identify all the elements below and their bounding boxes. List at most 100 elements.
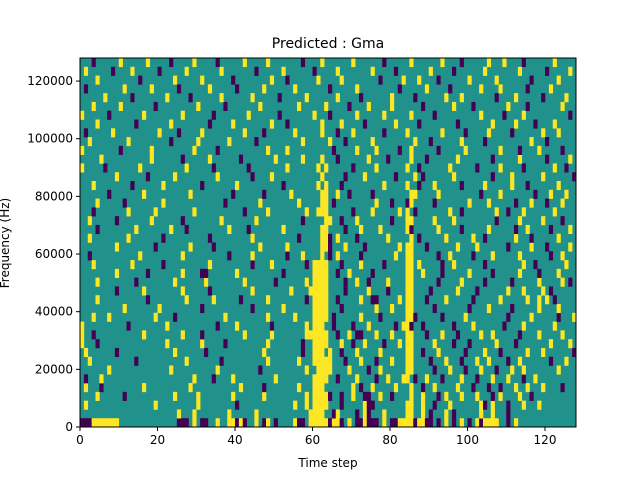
heatmap-cell <box>436 145 441 155</box>
heatmap-cell <box>413 137 418 147</box>
heatmap-cell <box>111 418 116 428</box>
heatmap-cell <box>486 383 492 393</box>
heatmap-cell <box>548 224 554 235</box>
heatmap-cell <box>502 58 507 68</box>
heatmap-cell <box>238 418 244 428</box>
heatmap-cell <box>142 110 147 120</box>
heatmap-cell <box>103 163 108 173</box>
heatmap-cell <box>467 339 472 349</box>
heatmap-cell <box>184 224 189 235</box>
heatmap-cell <box>413 374 418 384</box>
heatmap-cell <box>405 400 410 410</box>
heatmap-cell <box>316 75 321 85</box>
heatmap-cell <box>409 321 414 331</box>
heatmap-cell <box>428 137 433 147</box>
heatmap-cell <box>525 84 530 94</box>
heatmap-cell <box>386 374 391 384</box>
heatmap-cell <box>331 312 337 322</box>
heatmap-cell <box>211 110 216 120</box>
heatmap-cell <box>320 383 325 393</box>
heatmap-cell <box>545 295 550 305</box>
heatmap-cell <box>324 356 329 366</box>
heatmap-cell <box>475 418 480 428</box>
heatmap-cell <box>436 189 441 199</box>
heatmap-cell <box>316 181 321 191</box>
heatmap-cell <box>91 101 96 112</box>
heatmap-cell <box>219 66 224 76</box>
heatmap-cell <box>498 145 503 155</box>
heatmap-cell <box>95 75 100 85</box>
heatmap-cell <box>192 418 197 428</box>
heatmap-cell <box>192 58 197 68</box>
heatmap-cell <box>312 277 317 287</box>
heatmap-cell <box>320 154 325 164</box>
heatmap-cell <box>316 207 321 217</box>
heatmap-cell <box>490 251 495 261</box>
heatmap-cell <box>242 58 247 68</box>
heatmap-cell <box>320 400 325 410</box>
heatmap-cell <box>421 101 426 112</box>
heatmap-cell <box>304 391 309 401</box>
heatmap-cell <box>269 321 275 331</box>
heatmap-cell <box>312 409 317 419</box>
heatmap-cell <box>169 137 174 147</box>
heatmap-cell <box>475 286 480 296</box>
heatmap-cell <box>421 409 426 419</box>
heatmap-cell <box>207 119 213 129</box>
heatmap-cell <box>510 277 515 287</box>
heatmap-cell <box>409 145 414 155</box>
heatmap-cell <box>300 154 306 164</box>
heatmap-cell <box>486 128 492 138</box>
heatmap-cell <box>564 356 569 366</box>
heatmap-cell <box>405 304 410 314</box>
heatmap-cell <box>424 374 430 384</box>
heatmap-cell <box>413 312 418 322</box>
heatmap-cell <box>417 119 422 129</box>
heatmap-cell <box>498 383 503 393</box>
heatmap-cell <box>227 418 232 428</box>
x-axis-ticks: 0 20 40 60 80 100 120 <box>76 427 556 447</box>
heatmap-cell <box>320 304 325 314</box>
x-tick-label: 40 <box>227 433 242 447</box>
heatmap-cell <box>397 145 402 155</box>
heatmap-cell <box>409 383 414 393</box>
heatmap-cell <box>525 224 530 235</box>
heatmap-cell <box>390 356 395 366</box>
heatmap-cell <box>490 409 495 419</box>
heatmap-cell <box>316 383 321 393</box>
heatmap-cell <box>328 347 333 358</box>
heatmap-cell <box>142 330 147 340</box>
heatmap-cell <box>80 163 85 173</box>
heatmap-cell <box>486 198 492 208</box>
y-tick-label: 100000 <box>27 132 73 146</box>
heatmap-cell <box>405 216 410 226</box>
heatmap-cell <box>393 172 399 182</box>
heatmap-cell <box>293 418 298 428</box>
heatmap-cell <box>393 418 399 428</box>
heatmap-cell <box>207 233 213 243</box>
heatmap-cell <box>479 84 484 94</box>
heatmap-cell <box>153 312 158 322</box>
heatmap-cell <box>312 312 317 322</box>
heatmap-cell <box>405 224 410 235</box>
heatmap-cell <box>184 66 189 76</box>
heatmap-cell <box>486 58 492 68</box>
heatmap-cell <box>180 251 185 261</box>
heatmap-cell <box>521 163 526 173</box>
heatmap-cell <box>479 418 484 428</box>
plot-frame <box>79 57 577 428</box>
heatmap-cell <box>312 356 317 366</box>
heatmap-cell <box>556 128 561 138</box>
heatmap-cell <box>568 154 573 164</box>
heatmap-cell <box>552 58 557 68</box>
heatmap-cell <box>424 242 430 252</box>
heatmap-cell <box>192 145 197 155</box>
heatmap-cell <box>560 216 565 226</box>
heatmap-cell <box>432 365 437 375</box>
heatmap-cell <box>490 330 495 340</box>
heatmap-cell <box>235 181 240 191</box>
heatmap-cell <box>463 365 468 375</box>
heatmap-cell <box>355 233 360 243</box>
heatmap-cell <box>262 84 267 94</box>
heatmap-cell <box>378 312 383 322</box>
